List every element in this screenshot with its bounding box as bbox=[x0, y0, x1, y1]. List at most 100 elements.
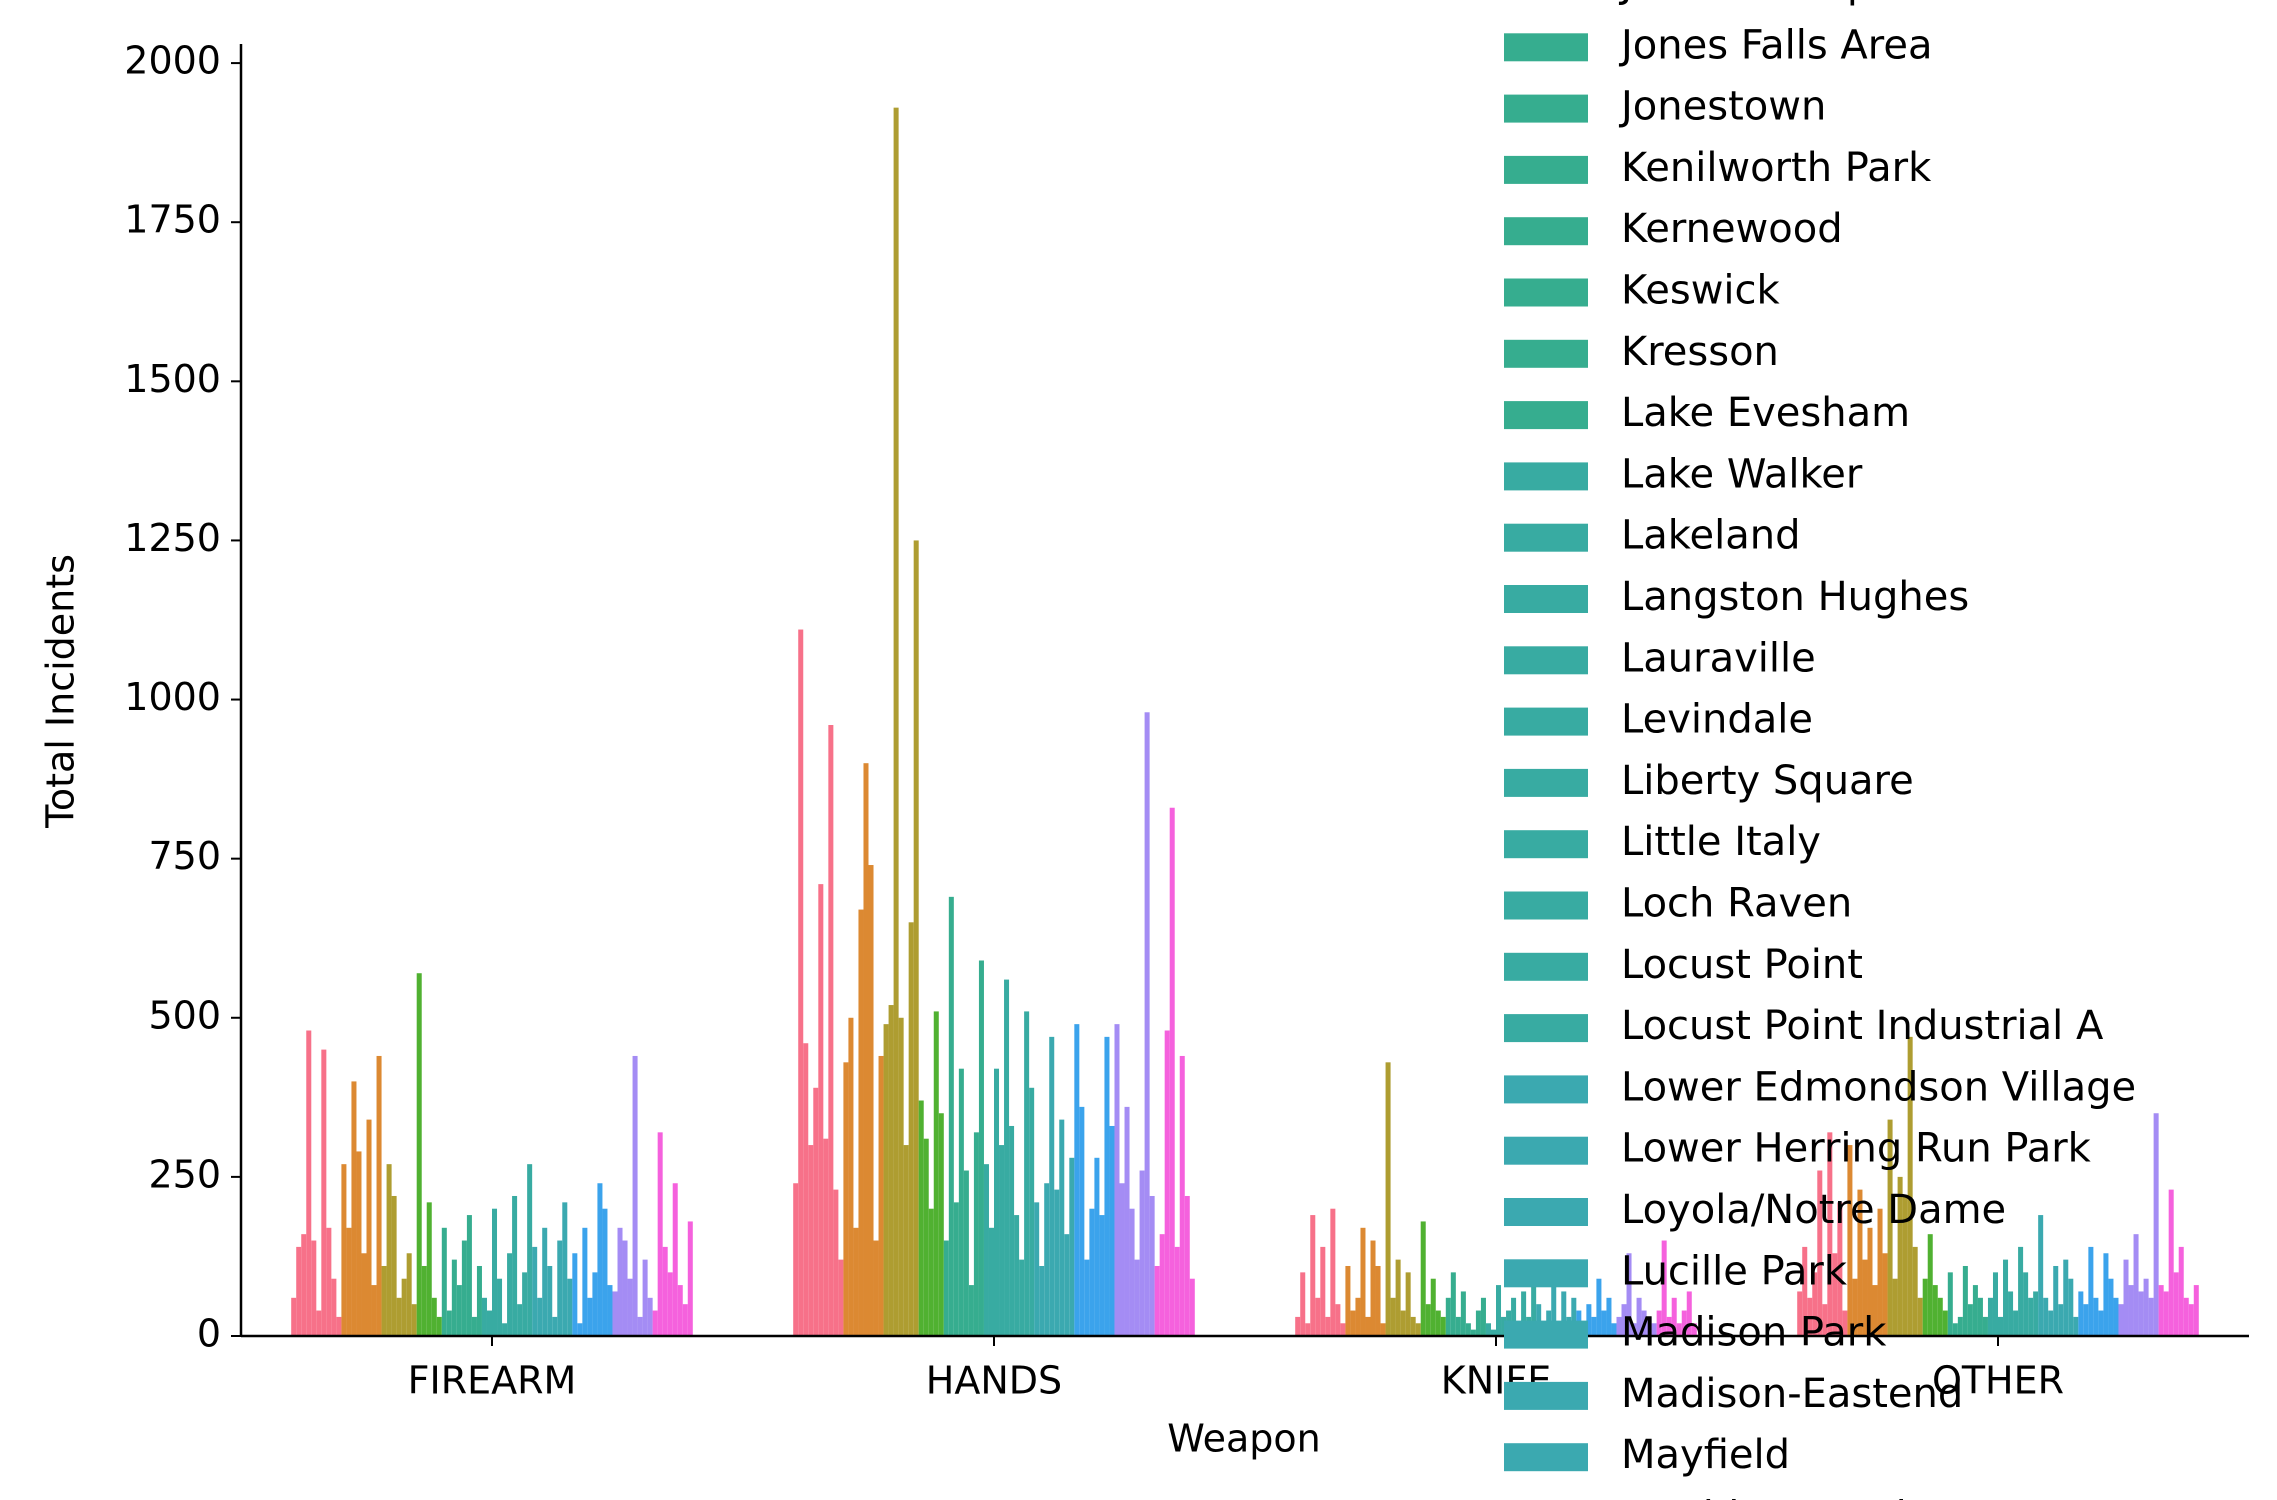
bar bbox=[798, 629, 804, 1336]
bar bbox=[1350, 1310, 1356, 1336]
y-tick-label: 1750 bbox=[124, 198, 221, 242]
bar bbox=[512, 1195, 518, 1336]
bar bbox=[1561, 1291, 1567, 1336]
bar bbox=[1641, 1310, 1647, 1336]
bar bbox=[1862, 1259, 1868, 1336]
y-axis-label: Total Incidents bbox=[39, 554, 83, 829]
bar bbox=[2103, 1253, 2109, 1336]
bar bbox=[2193, 1285, 2199, 1336]
bar bbox=[662, 1246, 668, 1336]
legend-swatch bbox=[1504, 217, 1588, 246]
bar bbox=[968, 1285, 974, 1336]
bar bbox=[2143, 1278, 2149, 1336]
bar bbox=[823, 1138, 829, 1336]
bar bbox=[2168, 1189, 2174, 1336]
y-tick-label: 1000 bbox=[124, 675, 221, 719]
bar bbox=[928, 1208, 934, 1336]
bar bbox=[1832, 1253, 1838, 1336]
bar bbox=[1445, 1297, 1451, 1336]
bar bbox=[326, 1227, 332, 1336]
bar bbox=[1952, 1323, 1958, 1336]
bar bbox=[1586, 1304, 1592, 1336]
bar bbox=[1149, 1195, 1155, 1336]
bar bbox=[1817, 1170, 1823, 1336]
bar bbox=[1154, 1265, 1160, 1336]
bar bbox=[321, 1049, 327, 1336]
bar bbox=[2028, 1297, 2034, 1336]
bar bbox=[1420, 1221, 1426, 1336]
bar bbox=[1942, 1310, 1948, 1336]
bar bbox=[1099, 1215, 1105, 1336]
bar bbox=[391, 1195, 397, 1336]
bar bbox=[577, 1323, 583, 1336]
x-tick-label: OTHER bbox=[1932, 1359, 2064, 1403]
bar bbox=[1074, 1024, 1080, 1336]
bar bbox=[1310, 1215, 1316, 1336]
bar bbox=[1024, 1011, 1030, 1336]
bar bbox=[903, 1145, 909, 1336]
bar bbox=[2188, 1304, 2194, 1336]
bar bbox=[1069, 1157, 1075, 1336]
legend-swatch bbox=[1504, 278, 1588, 307]
bar bbox=[1300, 1272, 1306, 1336]
bar bbox=[958, 1068, 964, 1336]
bar bbox=[497, 1278, 503, 1336]
bar bbox=[1019, 1259, 1025, 1336]
bar bbox=[1676, 1323, 1682, 1336]
bar bbox=[316, 1310, 322, 1336]
bar bbox=[2013, 1310, 2019, 1336]
legend-label: McElderry Park bbox=[1621, 1494, 1920, 1500]
bar bbox=[416, 973, 422, 1336]
bar bbox=[587, 1297, 593, 1336]
bar bbox=[1897, 1176, 1903, 1336]
bar bbox=[547, 1265, 553, 1336]
bar bbox=[1164, 1030, 1170, 1336]
bar bbox=[1370, 1240, 1376, 1336]
y-tick-label: 750 bbox=[148, 834, 221, 878]
bar bbox=[868, 865, 874, 1336]
bar bbox=[893, 107, 899, 1337]
legend-swatch bbox=[1504, 339, 1588, 368]
bar bbox=[1992, 1272, 1998, 1336]
bar bbox=[607, 1285, 613, 1336]
bar bbox=[918, 1100, 924, 1336]
bar bbox=[1470, 1329, 1476, 1336]
bar bbox=[1551, 1285, 1557, 1336]
bar bbox=[1465, 1323, 1471, 1336]
bar bbox=[346, 1227, 352, 1336]
bar bbox=[1606, 1297, 1612, 1336]
bar bbox=[1927, 1234, 1933, 1336]
bar bbox=[1375, 1265, 1381, 1336]
bar bbox=[461, 1240, 467, 1336]
bar bbox=[978, 960, 984, 1336]
bar bbox=[687, 1221, 693, 1336]
bar bbox=[1496, 1285, 1502, 1336]
bar bbox=[2183, 1297, 2189, 1336]
bar bbox=[672, 1183, 678, 1336]
bar bbox=[883, 1024, 889, 1336]
legend-swatch bbox=[1504, 768, 1588, 797]
bar bbox=[1144, 712, 1150, 1336]
bar bbox=[1852, 1278, 1858, 1336]
bar bbox=[1460, 1291, 1466, 1336]
legend-label: Madison Park bbox=[1621, 1310, 1887, 1356]
bar bbox=[1681, 1310, 1687, 1336]
bar bbox=[1440, 1316, 1446, 1336]
bar bbox=[1400, 1310, 1406, 1336]
legend-label: Lower Herring Run Park bbox=[1621, 1126, 2092, 1172]
bar bbox=[466, 1215, 472, 1336]
bar bbox=[988, 1227, 994, 1336]
bar bbox=[682, 1304, 688, 1336]
bar bbox=[858, 909, 864, 1336]
bar bbox=[582, 1227, 588, 1336]
bar bbox=[572, 1253, 578, 1336]
legend-label: Locust Point bbox=[1621, 942, 1863, 988]
bar bbox=[1425, 1304, 1431, 1336]
bar bbox=[341, 1164, 347, 1336]
bar bbox=[1666, 1316, 1672, 1336]
legend-swatch bbox=[1504, 1198, 1588, 1226]
bar bbox=[1867, 1227, 1873, 1336]
bar bbox=[522, 1272, 528, 1336]
